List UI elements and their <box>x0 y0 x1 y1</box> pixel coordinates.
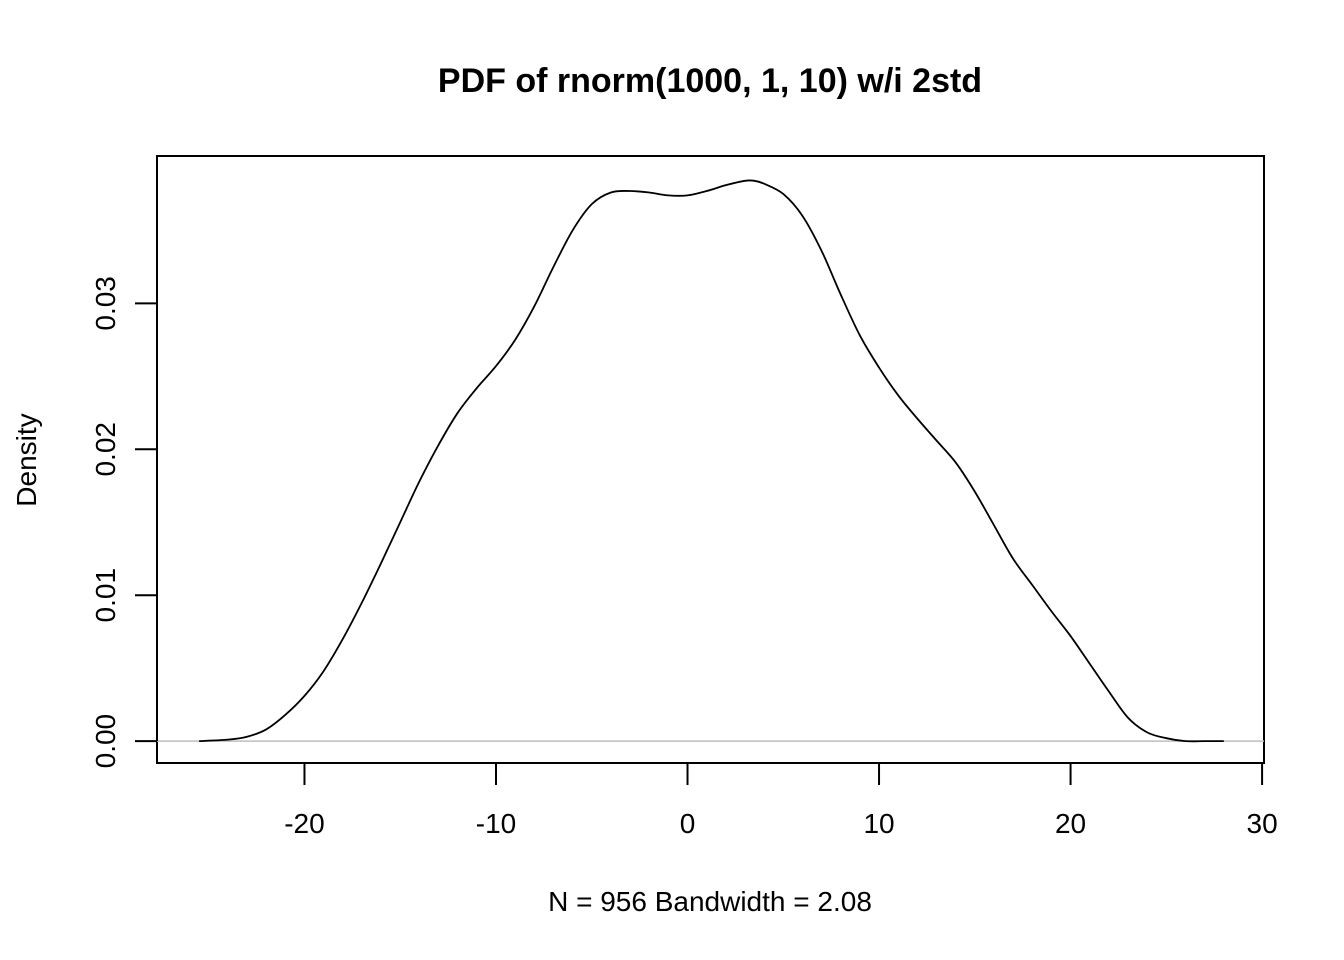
x-tick-label: -10 <box>476 808 516 839</box>
y-tick-label: 0.01 <box>90 568 121 623</box>
x-tick-label: 20 <box>1055 808 1086 839</box>
x-tick-label: 10 <box>863 808 894 839</box>
y-tick-label: 0.02 <box>90 422 121 477</box>
x-tick-label: -20 <box>284 808 324 839</box>
x-axis: -20 -10 0 10 20 30 <box>284 762 1278 839</box>
y-tick-label: 0.03 <box>90 276 121 331</box>
density-curve <box>199 179 1224 743</box>
chart-title: PDF of rnorm(1000, 1, 10) w/i 2std <box>438 62 982 100</box>
x-tick-label: 30 <box>1247 808 1278 839</box>
x-axis-label: N = 956 Bandwidth = 2.08 <box>548 886 872 917</box>
y-axis: 0.00 0.01 0.02 0.03 <box>90 276 158 769</box>
y-tick-label: 0.00 <box>90 714 121 769</box>
y-axis-label: Density <box>11 413 42 506</box>
x-tick-label: 0 <box>680 808 696 839</box>
series-group <box>199 179 1224 743</box>
